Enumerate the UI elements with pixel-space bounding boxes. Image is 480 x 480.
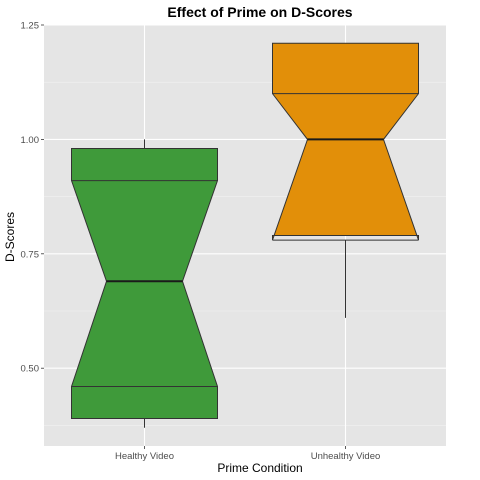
y-tick-label: 0.75 [21,249,40,260]
x-tick-label: Unhealthy Video [311,451,381,462]
y-tick-label: 1.00 [21,135,40,146]
notched-box [272,42,419,241]
boxes [71,42,419,428]
y-tick-label: 1.25 [21,21,40,32]
x-axis: Healthy Video Unhealthy Video [115,446,380,462]
y-axis: 0.50 0.75 1.00 1.25 [21,21,44,375]
x-axis-title: Prime Condition [217,461,302,475]
x-tick-label: Healthy Video [115,451,174,462]
box-2 [272,42,419,318]
notched-box [71,148,218,420]
box-1 [71,139,218,428]
y-axis-title: D-Scores [3,212,17,262]
y-tick-label: 0.50 [21,364,40,375]
chart-title: Effect of Prime on D-Scores [167,4,352,20]
